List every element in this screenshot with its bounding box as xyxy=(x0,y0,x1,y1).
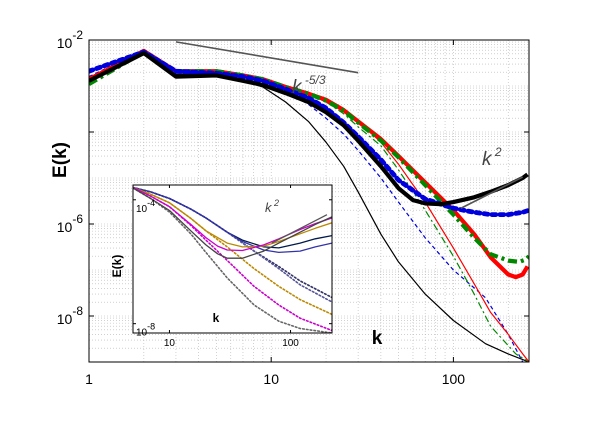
main-series-line-7 xyxy=(89,49,529,218)
inset-reference-line-1 xyxy=(271,214,328,244)
main-plot-frame xyxy=(88,39,530,363)
inset-plot-frame xyxy=(132,184,333,334)
main-x-tick-label: 1 xyxy=(85,371,93,387)
main-y-axis-title: E(k) xyxy=(50,142,71,178)
inset-y-tick-label: 10-8 xyxy=(136,322,155,339)
inset-y-tick-label: 10-4 xyxy=(136,198,155,215)
main-x-tick-label: 10 xyxy=(263,371,279,387)
inset-reference-lines: k 2 xyxy=(265,198,328,244)
main-y-tick-label: 10-6 xyxy=(57,212,84,235)
main-series-line-8 xyxy=(89,50,529,207)
main-reference-label-2: k 2 xyxy=(482,145,502,170)
main-ticks: 1 10 100 10-2 10-6 10-8 xyxy=(57,28,529,387)
main-reference-label-1: k -5/3 xyxy=(292,73,326,98)
inset-series-line-8 xyxy=(133,186,332,248)
inset-series-line-10 xyxy=(133,187,332,259)
main-reference-lines: k -5/3 k 2 xyxy=(175,41,524,209)
main-series-group xyxy=(89,48,529,362)
inset-series-line-9 xyxy=(133,186,332,252)
main-y-tick-label: 10-8 xyxy=(57,304,84,327)
inset-series-line-5 xyxy=(133,187,332,333)
inset-series-line-7 xyxy=(133,186,332,254)
main-reference-line-1 xyxy=(175,41,359,74)
inset-series-line-3 xyxy=(133,186,332,316)
main-series-line-2 xyxy=(89,49,524,362)
main-y-tick-label: 10-2 xyxy=(57,28,84,51)
inset-x-tick-label: 100 xyxy=(282,338,299,349)
main-series-line-6 xyxy=(89,49,529,264)
inset-plot: k 2 10 100 10-4 10-8 k E(k) xyxy=(110,184,333,349)
inset-x-tick-label: 10 xyxy=(164,338,176,349)
inset-x-axis-title: k xyxy=(213,311,220,325)
inset-series-group xyxy=(133,186,332,333)
main-x-axis-title: k xyxy=(372,328,383,349)
inset-ticks: 10 100 10-4 10-8 xyxy=(133,185,332,349)
main-x-tick-label: 100 xyxy=(442,371,466,387)
inset-y-axis-title: E(k) xyxy=(110,255,124,278)
inset-reference-label-1: k 2 xyxy=(265,198,279,215)
main-reference-line-2 xyxy=(460,176,524,209)
